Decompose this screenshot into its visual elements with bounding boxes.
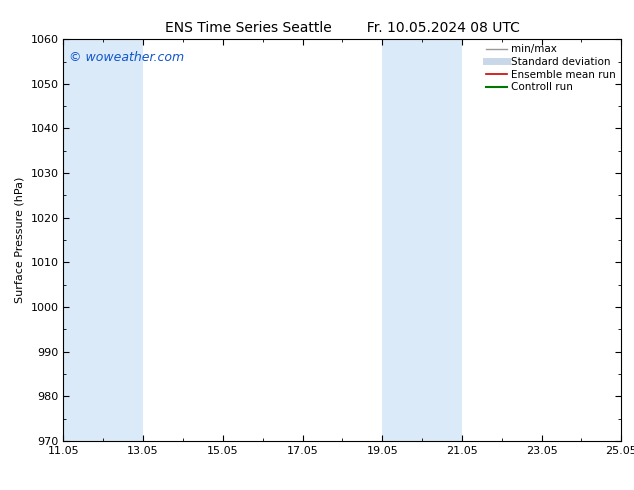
Legend: min/max, Standard deviation, Ensemble mean run, Controll run: min/max, Standard deviation, Ensemble me…: [484, 42, 618, 94]
Y-axis label: Surface Pressure (hPa): Surface Pressure (hPa): [15, 177, 25, 303]
Bar: [382, 39, 462, 441]
Title: ENS Time Series Seattle        Fr. 10.05.2024 08 UTC: ENS Time Series Seattle Fr. 10.05.2024 0…: [165, 21, 520, 35]
Text: © woweather.com: © woweather.com: [69, 51, 184, 64]
Bar: [621, 39, 634, 441]
Bar: [63, 39, 143, 441]
